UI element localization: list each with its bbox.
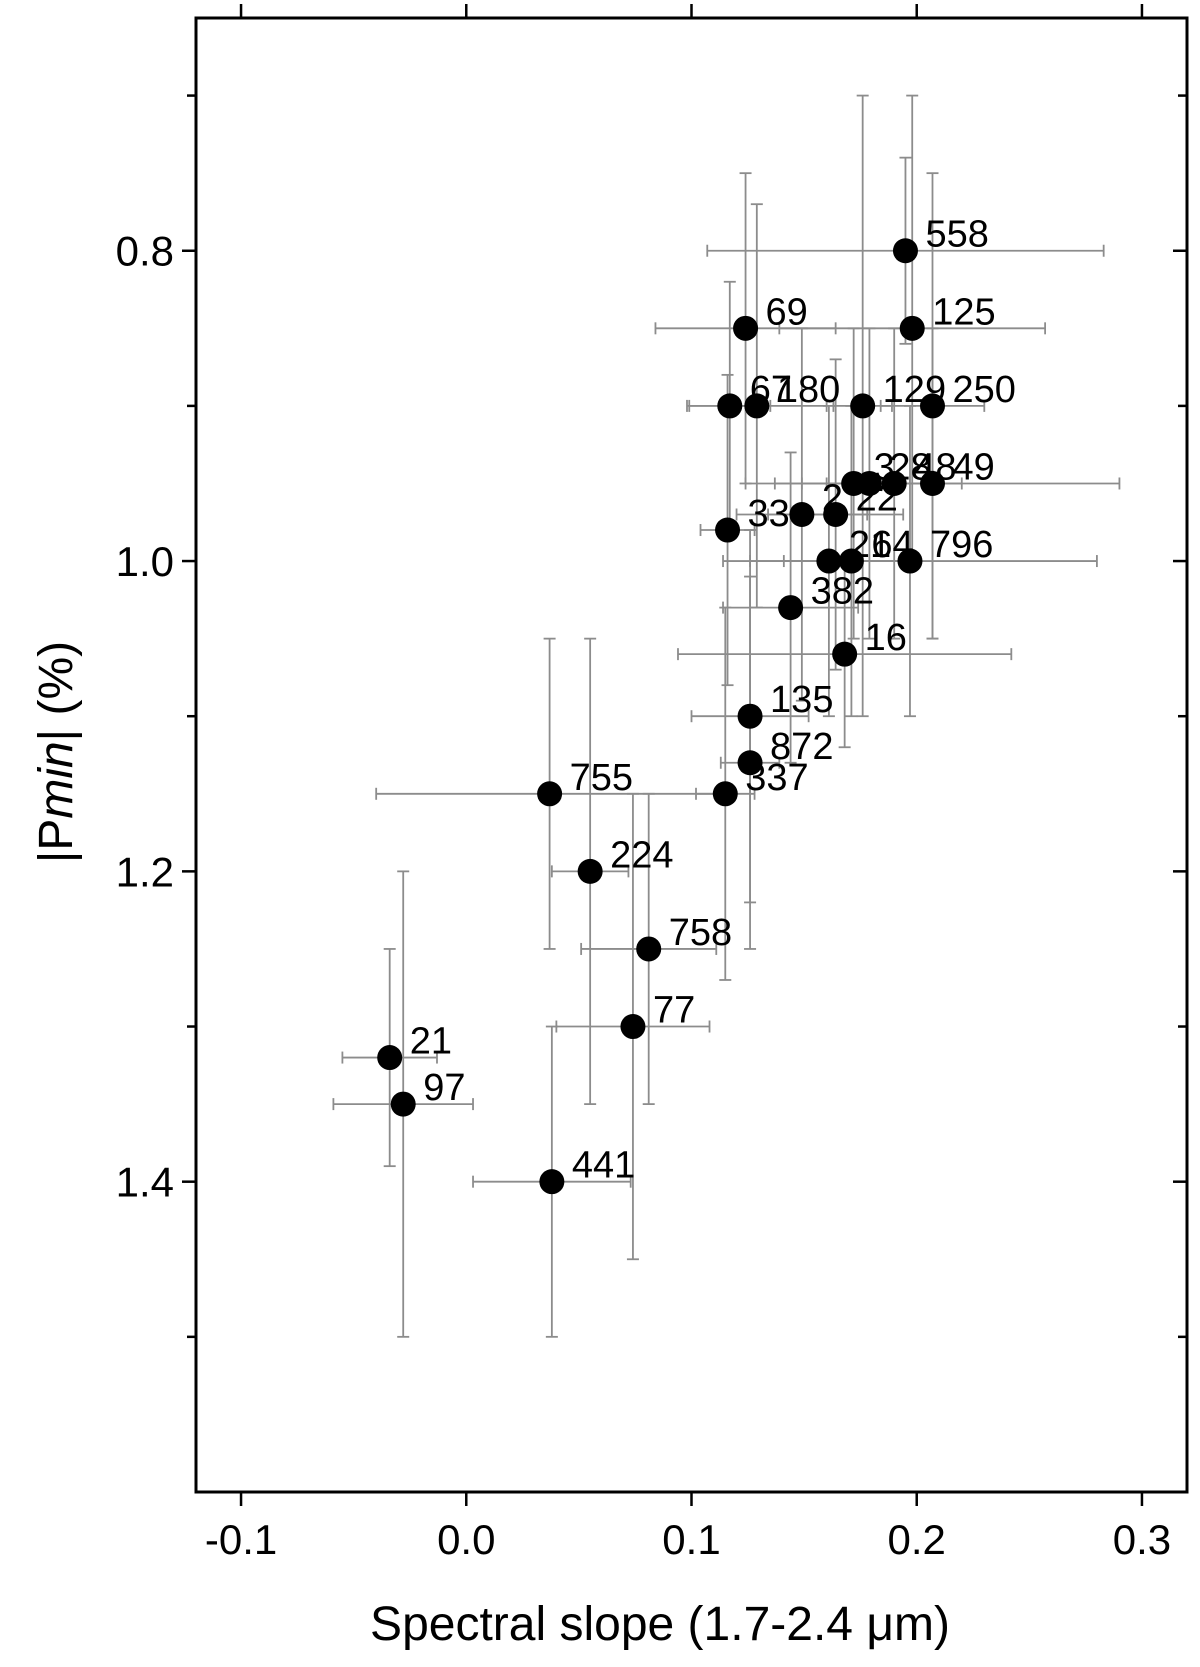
y-tick-label: 0.8 — [116, 228, 174, 275]
point-label: 125 — [932, 291, 995, 333]
data-point — [832, 641, 858, 667]
x-tick-label: 0.3 — [1113, 1516, 1171, 1563]
data-point — [715, 517, 741, 543]
data-point — [850, 393, 876, 419]
point-label: 16 — [865, 617, 907, 659]
point-label: 97 — [423, 1067, 465, 1109]
y-axis-title-prefix: |P — [30, 819, 83, 863]
data-point — [856, 470, 882, 496]
y-axis-title-subscript: min — [30, 741, 83, 818]
point-label: 21 — [849, 524, 891, 566]
point-label: 441 — [572, 1145, 635, 1187]
point-label: 3 — [874, 446, 895, 488]
data-point — [919, 393, 945, 419]
point-label: 755 — [570, 757, 633, 799]
data-point — [744, 393, 770, 419]
point-label: 67 — [750, 369, 792, 411]
point-label: 180 — [777, 369, 840, 411]
data-point — [778, 595, 804, 621]
point-label: 758 — [669, 912, 732, 954]
point-label: 224 — [610, 834, 673, 876]
data-point — [620, 1014, 646, 1040]
x-tick-label: 0.0 — [437, 1516, 495, 1563]
plot-frame — [194, 16, 1189, 1494]
data-point — [897, 548, 923, 574]
point-label: 796 — [930, 524, 993, 566]
data-point — [577, 858, 603, 884]
data-point — [919, 470, 945, 496]
data-point — [899, 315, 925, 341]
data-point — [789, 502, 815, 528]
x-axis-title: Spectral slope (1.7-2.4 μm) — [370, 1598, 950, 1651]
point-label: 135 — [770, 679, 833, 721]
point-label: 64 — [871, 524, 913, 566]
point-label: 872 — [770, 726, 833, 768]
data-point — [737, 750, 763, 776]
point-label: 129 — [883, 369, 946, 411]
point-label: 250 — [952, 369, 1015, 411]
point-label: 33 — [748, 493, 790, 535]
point-label: 77 — [653, 990, 695, 1032]
point-label: 558 — [925, 214, 988, 256]
data-point — [537, 781, 563, 807]
axis-ticks — [182, 4, 1187, 1506]
point-label: 22 — [856, 478, 898, 520]
point-label: 2 — [822, 478, 843, 520]
data-point — [636, 936, 662, 962]
point-label: 48 — [914, 446, 956, 488]
data-point — [892, 238, 918, 264]
point-label: 28 — [889, 446, 931, 488]
data-point — [733, 315, 759, 341]
data-point — [881, 470, 907, 496]
point-label: 21 — [410, 1021, 452, 1063]
data-point — [717, 393, 743, 419]
data-point — [539, 1169, 565, 1195]
data-point — [712, 781, 738, 807]
x-tick-label: -0.1 — [205, 1516, 277, 1563]
data-point — [737, 703, 763, 729]
point-label: 382 — [811, 571, 874, 613]
y-tick-label: 1.2 — [116, 848, 174, 895]
data-points — [377, 238, 945, 1195]
error-bars — [332, 94, 1121, 1338]
data-point — [838, 548, 864, 574]
x-tick-label: 0.2 — [888, 1516, 946, 1563]
point-label: 49 — [952, 446, 994, 488]
point-label: 337 — [745, 757, 808, 799]
data-point — [390, 1091, 416, 1117]
data-point — [816, 548, 842, 574]
tick-labels: -0.1 0.0 0.1 0.2 0.3 0.8 1.0 1.2 1.4 — [116, 228, 1172, 1563]
point-label: 69 — [766, 291, 808, 333]
y-axis-title-suffix: | (%) — [30, 641, 83, 741]
y-axis-title: |Pmin| (%) — [30, 641, 83, 863]
y-tick-label: 1.0 — [116, 538, 174, 585]
y-tick-label: 1.4 — [116, 1159, 174, 1206]
x-tick-label: 0.1 — [662, 1516, 720, 1563]
data-point — [823, 502, 849, 528]
data-point — [377, 1045, 403, 1071]
